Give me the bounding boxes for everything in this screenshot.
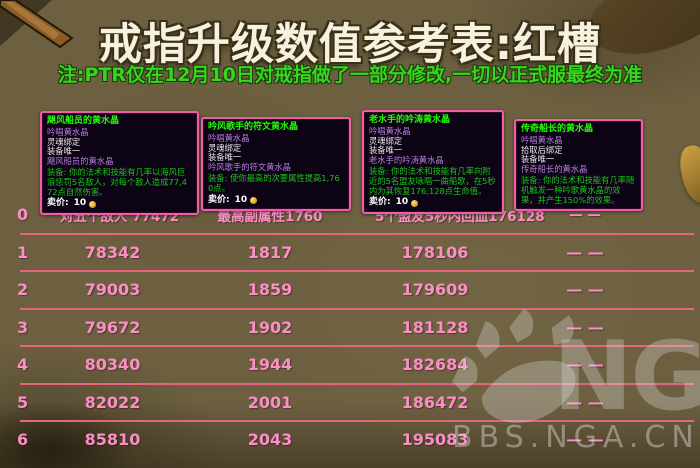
heal-value: 186472 — [401, 392, 469, 412]
item-tooltip-squall-sailor: 飓风船员的黄水晶 吟唱黄水晶 灵魂绑定 装备唯一 飓风船员的黄水晶 装备: 你的… — [40, 111, 199, 216]
item-category: 吟唱黄水晶 — [47, 126, 89, 137]
item-sell-price: 卖价: 10 — [47, 199, 192, 209]
enemy-damage-value: 79003 — [84, 280, 141, 300]
item-tooltip-windsinger: 吟风歌手的符文黄水晶 吟唱黄水晶 灵魂绑定 装备唯一 吟风歌手的符文黄水晶 装备… — [201, 117, 351, 212]
enemy-damage-value: 79672 — [84, 317, 141, 337]
legend-value: — — — [566, 280, 604, 300]
stat-value: 1859 — [247, 280, 293, 300]
item-sell-price: 卖价: 10 — [369, 198, 497, 208]
item-unique: 装备唯一 — [47, 146, 81, 157]
stat-value: 1944 — [247, 355, 293, 375]
legend-value: — — — [566, 430, 604, 450]
item-binding: 灵魂绑定 — [208, 142, 242, 153]
stat-value: 2043 — [247, 430, 293, 450]
legend-value: — — — [566, 242, 604, 262]
item-name: 传奇船长的黄水晶 — [521, 124, 594, 134]
upgrade-level: 1 — [17, 242, 29, 262]
enemy-damage-value: 82022 — [84, 392, 141, 412]
item-name: 老水手的吟涛黄水晶 — [369, 115, 451, 125]
heal-value: 178106 — [401, 242, 469, 262]
item-equip-text: 装备: 你的法术和技能有几率随机触发一种吟歌黄水晶的效果，并产生150%的效果。 — [521, 174, 635, 205]
upgrade-level: 3 — [17, 317, 29, 337]
sell-label: 卖价: — [47, 198, 69, 209]
item-category: 吟唱黄水晶 — [208, 132, 250, 143]
item-effect-name: 吟风歌手的符文黄水晶 — [208, 162, 291, 173]
item-sell-price: 卖价: 10 — [208, 194, 344, 206]
table-row: 1 78342 1817 178106 — — — [0, 234, 700, 272]
enemy-damage-value: 78342 — [84, 242, 141, 262]
item-effect-name: 飓风船员的黄水晶 — [47, 156, 114, 167]
table-row: 6 85810 2043 195083 — — — [0, 421, 700, 459]
upgrade-level: 6 — [17, 430, 29, 450]
enemy-damage-value: 80340 — [84, 355, 141, 375]
stat-value: 最高副属性1760 — [217, 208, 323, 225]
upgrade-level: 0 — [17, 205, 29, 225]
table-row: 4 80340 1944 182684 — — — [0, 346, 700, 384]
sell-label: 卖价: — [208, 194, 230, 205]
item-name: 吟风歌手的符文黄水晶 — [208, 122, 299, 132]
item-tooltip-old-salt: 老水手的吟涛黄水晶 吟唱黄水晶 灵魂绑定 装备唯一 老水手的吟涛黄水晶 装备: … — [362, 110, 504, 215]
gold-coin-icon — [411, 199, 419, 207]
item-equip-text: 装备: 你的法术和技能有几率以海风巨浪惩罚5名敌人，对每个敌人造成77,472点… — [47, 166, 187, 197]
stat-value: 2001 — [247, 392, 293, 412]
heal-value: 181128 — [401, 317, 469, 337]
table-row: 5 82022 2001 186472 — — — [0, 384, 700, 422]
stat-value: 1902 — [247, 317, 293, 337]
heal-value: 179609 — [401, 280, 469, 300]
item-unique: 装备唯一 — [208, 152, 242, 163]
item-equip-text: 装备: 使你最高的次要属性提高1,760点。 — [208, 172, 340, 193]
item-effect-name: 传奇船长的黄水晶 — [521, 164, 588, 175]
page-title: 戒指升级数值参考表:红槽 — [98, 20, 602, 70]
upgrade-level: 2 — [17, 280, 29, 300]
item-tooltip-legendary-skipper: 传奇船长的黄水晶 吟唱黄水晶 拾取后绑定 装备唯一 传奇船长的黄水晶 装备: 你… — [514, 119, 643, 212]
item-unique: 装备唯一 — [369, 145, 403, 156]
item-category: 吟唱黄水晶 — [521, 134, 563, 145]
heal-value: 195083 — [401, 430, 469, 450]
legend-value: — — — [566, 392, 604, 412]
table-row: 2 79003 1859 179609 — — — [0, 271, 700, 309]
legend-value: — — — [566, 355, 604, 375]
ptr-note: 注:PTR仅在12月10日对戒指做了一部分修改,一切以正式服最终为准 — [57, 64, 643, 86]
item-binding: 灵魂绑定 — [369, 135, 403, 146]
upgrade-level: 5 — [17, 392, 29, 412]
item-category: 吟唱黄水晶 — [369, 125, 411, 136]
upgrade-value-table: 0 对五个敌人 77472 最高副属性1760 5个盟友5秒内回血176128 … — [0, 196, 700, 459]
gold-coin-icon — [250, 196, 258, 204]
item-binding: 灵魂绑定 — [47, 136, 81, 147]
item-effect-name: 老水手的吟涛黄水晶 — [369, 155, 444, 166]
item-unique: 装备唯一 — [521, 154, 555, 165]
item-equip-text: 装备: 你的法术和技能有几率向附近的5名盟友咏唱一曲船歌，在5秒内为其恢复176… — [369, 165, 496, 196]
table-row: 3 79672 1902 181128 — — — [0, 309, 700, 347]
item-binding: 拾取后绑定 — [521, 144, 563, 155]
enemy-damage-value: 85810 — [84, 430, 141, 450]
legend-value: — — — [566, 317, 604, 337]
sell-value: 10 — [395, 197, 409, 208]
stat-value: 1817 — [247, 242, 293, 262]
gold-coin-icon — [89, 200, 97, 208]
item-name: 飓风船员的黄水晶 — [47, 116, 120, 126]
sell-value: 10 — [73, 198, 87, 209]
upgrade-level: 4 — [17, 355, 29, 375]
heal-value: 182684 — [401, 355, 469, 375]
sell-label: 卖价: — [369, 197, 391, 208]
sell-value: 10 — [234, 194, 248, 205]
